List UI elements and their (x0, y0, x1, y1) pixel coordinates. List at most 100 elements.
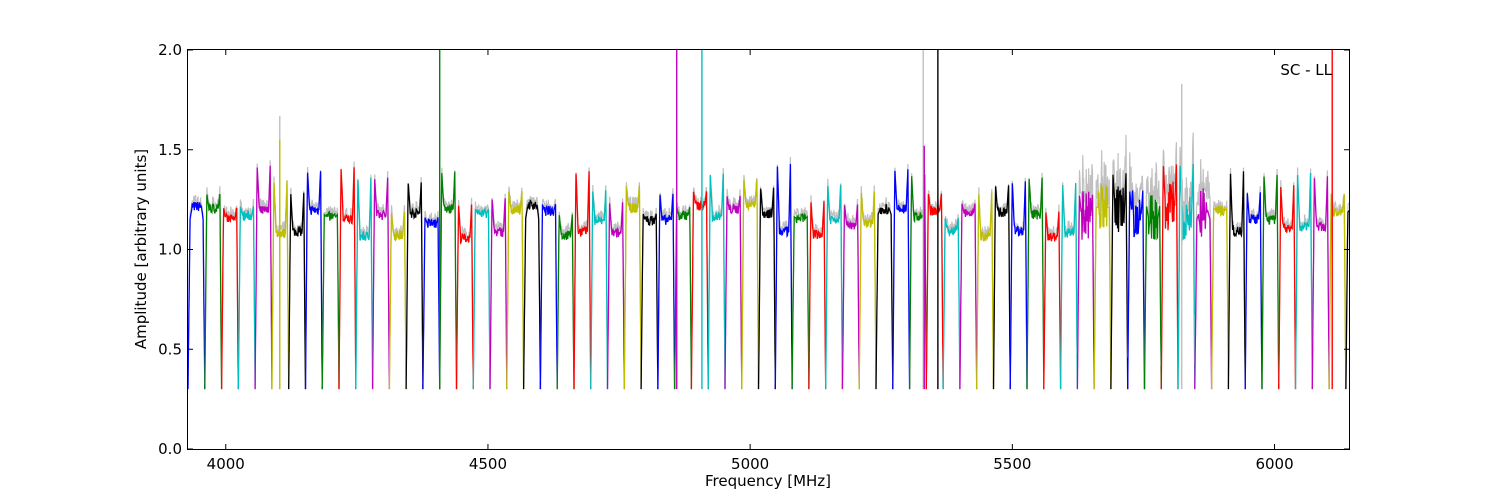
background-trace (1194, 159, 1213, 364)
spectral-window-trace (220, 207, 239, 390)
background-trace (1076, 154, 1095, 355)
spectral-window-trace (1076, 191, 1095, 390)
background-trace (640, 207, 659, 387)
spectral-window-trace (556, 214, 575, 390)
spectral-window-trace (455, 204, 474, 390)
background-trace (875, 197, 894, 387)
spectral-window-trace (388, 211, 407, 390)
background-trace (539, 198, 558, 384)
spectral-window-trace (321, 210, 340, 390)
y-tick-label: 1.5 (158, 141, 182, 159)
spectral-window-trace (892, 169, 911, 390)
spectral-window-trace (1160, 164, 1179, 390)
spectral-window-trace (187, 201, 206, 390)
spectral-window-trace (1143, 195, 1162, 390)
spectral-window-trace (1177, 163, 1196, 390)
spectral-window-trace (1194, 188, 1213, 390)
spectral-window-trace (1278, 185, 1297, 390)
plot-frame (187, 49, 1350, 450)
spectral-window-trace (439, 171, 458, 390)
spectral-window-trace (1244, 192, 1263, 390)
spectral-window-trace (472, 206, 491, 390)
background-trace (237, 198, 256, 386)
y-axis-ticks: 0.0 0.5 1.0 1.5 2.0 (158, 41, 1349, 458)
spectral-window-trace (1261, 174, 1280, 390)
spectral-window-trace (657, 193, 676, 390)
spectral-window-trace (925, 193, 944, 390)
x-tick-label: 5000 (731, 455, 769, 473)
spectral-window-trace (489, 198, 508, 390)
spectral-window-trace (237, 206, 256, 390)
background-trace (791, 207, 810, 384)
spectral-window-trace (254, 165, 273, 390)
y-tick-label: 0.0 (158, 440, 182, 458)
spectral-window-trace (690, 191, 709, 390)
spectral-window-trace (992, 185, 1011, 390)
background-trace (690, 186, 709, 384)
background-trace (1127, 152, 1146, 385)
x-axis-ticks: 4000 4500 5000 5500 6000 (207, 50, 1294, 473)
spectral-window-trace (573, 171, 592, 390)
spike-markers (279, 50, 1333, 390)
background-trace (623, 182, 642, 389)
spectral-window-trace (774, 163, 793, 390)
background-trace (221, 205, 239, 389)
background-trace (1211, 200, 1230, 389)
x-tick-label: 6000 (1255, 455, 1293, 473)
background-trace (942, 214, 961, 388)
spectral-window-trace (1043, 211, 1062, 390)
background-trace (422, 210, 441, 389)
spectral-window-trace (1127, 190, 1146, 390)
background-trace (1143, 162, 1162, 383)
spectral-window-trace (640, 213, 659, 390)
spectral-window-trace (808, 201, 827, 390)
y-tick-label: 0.5 (158, 340, 182, 358)
spectral-window-trace (355, 177, 374, 390)
spectral-window-trace (304, 171, 323, 390)
x-tick-label: 4500 (469, 455, 507, 473)
background-trace (959, 199, 978, 386)
spectral-window-trace (673, 206, 693, 390)
spectral-window-trace (707, 173, 726, 390)
spectral-window-trace (590, 190, 609, 390)
spectral-window-trace (539, 203, 558, 390)
spectral-window-trace (1311, 176, 1330, 390)
background-trace (1093, 150, 1112, 380)
spectral-window-trace (1009, 181, 1028, 390)
spectral-window-trace (757, 187, 776, 390)
spectral-window-trace (942, 217, 961, 390)
y-tick-label: 2.0 (158, 41, 182, 59)
chart-annotation: SC - LL (1280, 61, 1332, 79)
spectral-window-trace (959, 203, 978, 390)
spectral-window-trace (825, 184, 844, 390)
spectral-window-trace (1093, 184, 1112, 390)
spectral-window-trace (1110, 173, 1129, 390)
spectral-window-trace (204, 193, 223, 390)
spectral-window-trace (1294, 172, 1313, 390)
spectral-window-trace (606, 202, 625, 390)
background-trace (321, 205, 340, 386)
spectral-window-trace (1210, 205, 1230, 390)
spectral-window-trace (623, 185, 642, 390)
spectral-window-trace (422, 217, 441, 390)
x-axis-label: Frequency [MHz] (705, 472, 831, 490)
background-trace (1110, 134, 1129, 352)
spectral-window-trace (405, 182, 424, 390)
x-tick-label: 4000 (207, 455, 245, 473)
spectral-window-trace (506, 190, 525, 390)
x-tick-label: 5500 (993, 455, 1031, 473)
spectral-window-trace (1026, 177, 1045, 390)
spectral-window-trace (976, 192, 995, 390)
spectral-window-trace (1059, 183, 1079, 390)
y-tick-label: 1.0 (158, 241, 182, 259)
spectral-window-trace (522, 199, 542, 390)
spectral-window-trace (288, 192, 307, 390)
background-trace (556, 211, 575, 389)
spectral-window-trace (724, 195, 743, 390)
spectral-window-trace (371, 177, 391, 390)
spectral-window-trace (875, 203, 894, 390)
background-trace (472, 201, 491, 386)
background-trace (925, 190, 944, 386)
spectral-window-trace (1227, 171, 1246, 390)
spectral-window-trace (791, 212, 810, 390)
